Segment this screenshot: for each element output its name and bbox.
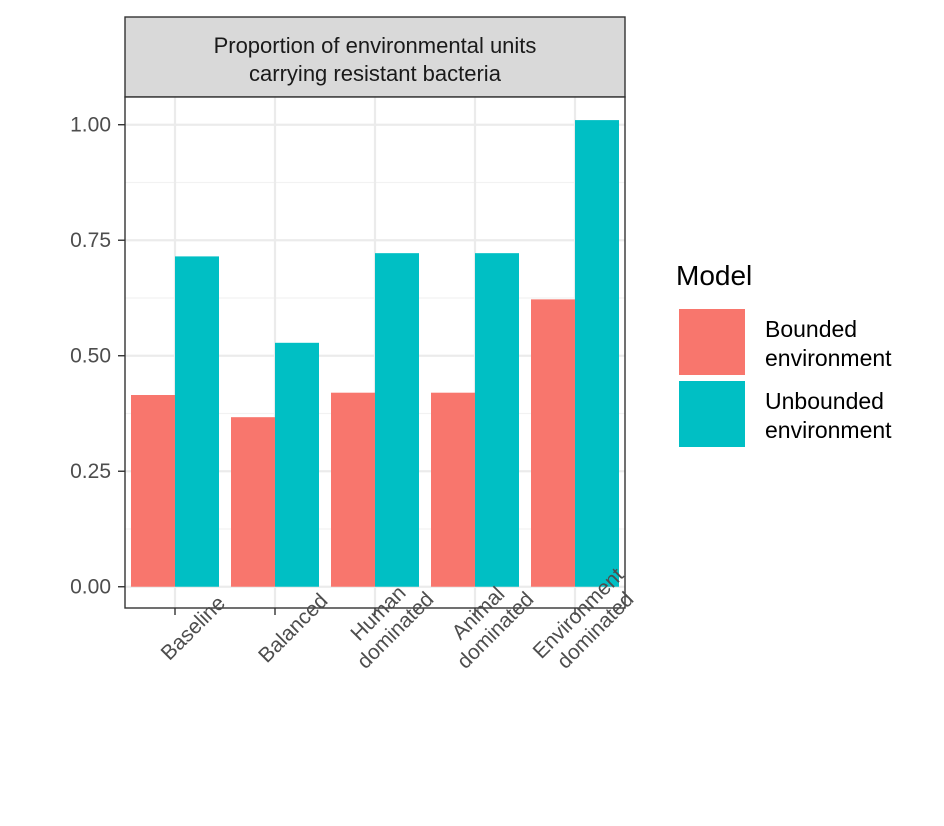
y-tick-label: 0.00 (70, 576, 111, 599)
legend-label-unbounded-line-1: Unbounded (765, 388, 884, 414)
legend-label-bounded-line-2: environment (765, 345, 892, 371)
bar-bounded (531, 299, 575, 587)
facet-strip (124, 16, 626, 98)
facet-label-line-2: carrying resistant bacteria (249, 61, 502, 86)
legend-key-bounded (679, 309, 745, 375)
legend-label-bounded-line-1: Bounded (765, 316, 857, 342)
legend-label-unbounded-line-2: environment (765, 417, 892, 443)
bar-bounded (131, 395, 175, 587)
bar-unbounded (375, 253, 419, 587)
legend-key-unbounded (679, 381, 745, 447)
y-tick-label: 0.75 (70, 229, 111, 252)
facet-label-line-1: Proportion of environmental units (214, 33, 537, 58)
bar-bounded (231, 417, 275, 587)
legend: Model Bounded environment Unbounded envi… (676, 260, 892, 447)
bar-unbounded (475, 253, 519, 587)
y-tick-label: 0.50 (70, 345, 111, 368)
bars (131, 120, 619, 587)
bar-unbounded (575, 120, 619, 587)
legend-title: Model (676, 260, 752, 291)
bar-unbounded (175, 256, 219, 587)
y-tick-label: 0.25 (70, 460, 111, 483)
y-axis: 0.00 0.25 0.50 0.75 1.00 (70, 114, 125, 599)
bar-bounded (331, 392, 375, 587)
bar-unbounded (275, 342, 319, 587)
bar-bounded (431, 392, 475, 587)
y-tick-label: 1.00 (70, 114, 111, 137)
